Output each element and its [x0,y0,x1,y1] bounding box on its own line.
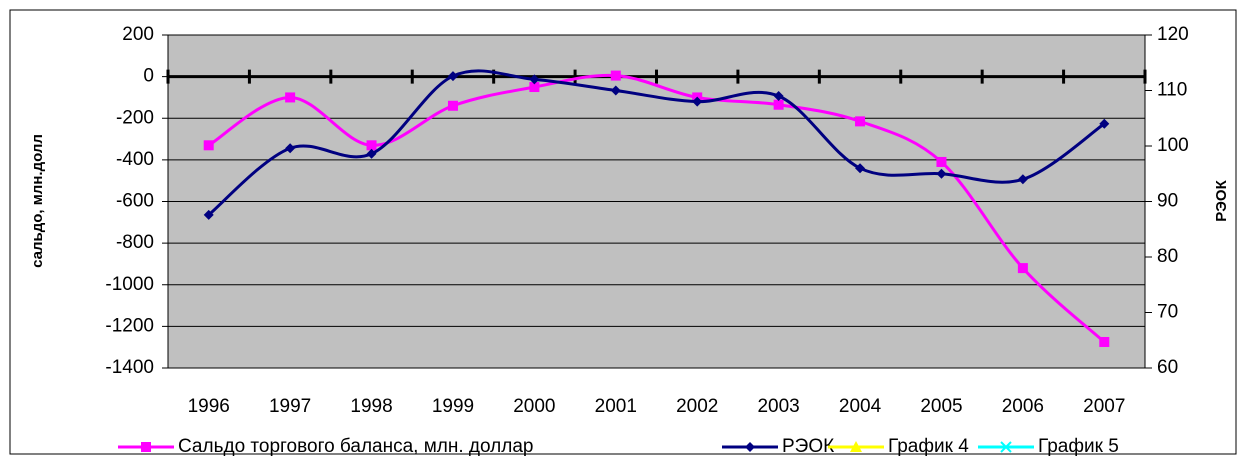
legend-marker [745,442,755,452]
legend-label: Сальдо торгового баланса, млн. доллар [178,436,533,457]
legend-marker [1000,441,1012,453]
y-tick-label: -1200 [105,315,154,336]
data-point [1099,336,1110,347]
x-tick-label: 2002 [676,396,718,417]
x-tick-label: 1996 [188,396,230,417]
x-tick-label: 2001 [595,396,637,417]
x-tick-label: 2004 [839,396,882,417]
data-point [203,209,214,220]
data-point [773,91,784,102]
y-tick-label: -400 [116,149,154,170]
legend-marker [850,441,862,452]
y2-tick-label: 100 [1157,135,1189,156]
data-point [773,99,784,110]
legend-label: График 5 [1038,436,1119,457]
data-point [447,71,458,82]
legend-marker [141,442,151,452]
data-point [529,74,540,85]
x-tick-label: 2005 [920,396,962,417]
x-tick-label: 1999 [432,396,474,417]
data-point [1017,263,1028,274]
x-tick-label: 2006 [1002,396,1044,417]
data-point [855,116,866,127]
y2-tick-label: 60 [1157,357,1178,378]
data-point [529,82,540,93]
series-line [207,69,1106,216]
x-tick-label: 1998 [350,396,392,417]
data-point [936,156,947,167]
y-tick-label: -1000 [105,274,154,295]
legend-label: График 4 [888,436,969,457]
data-point [366,140,377,151]
data-point [366,148,377,159]
y-tick-label: 200 [122,24,154,45]
data-point [1099,118,1110,129]
y-tick-label: 0 [143,66,154,87]
legend-label: РЭОК [782,436,834,457]
y-axis-label: сальдо, млн.долл [29,134,46,268]
data-point [203,140,214,151]
x-tick-label: 1997 [269,396,311,417]
data-point [610,70,621,81]
y2-tick-label: 90 [1157,191,1178,212]
x-tick-label: 2003 [757,396,799,417]
series-line [207,73,1106,344]
data-point [610,85,621,96]
data-point [855,163,866,174]
y-tick-label: -200 [116,107,154,128]
data-point [1017,174,1028,185]
data-point [285,92,296,103]
y2-tick-label: 110 [1157,80,1187,101]
data-point [692,96,703,107]
y-tick-label: -800 [116,232,154,253]
data-point [285,143,296,154]
y-tick-label: -600 [116,191,154,212]
y2-tick-label: 70 [1157,302,1178,323]
data-point [936,168,947,179]
x-tick-label: 2007 [1083,396,1125,417]
y2-axis-label: РЭОК [1213,179,1230,221]
data-point [447,100,458,111]
y-tick-label: -1400 [105,357,154,378]
y2-tick-label: 120 [1157,24,1189,45]
y2-tick-label: 80 [1157,246,1178,267]
x-tick-label: 2000 [513,396,555,417]
